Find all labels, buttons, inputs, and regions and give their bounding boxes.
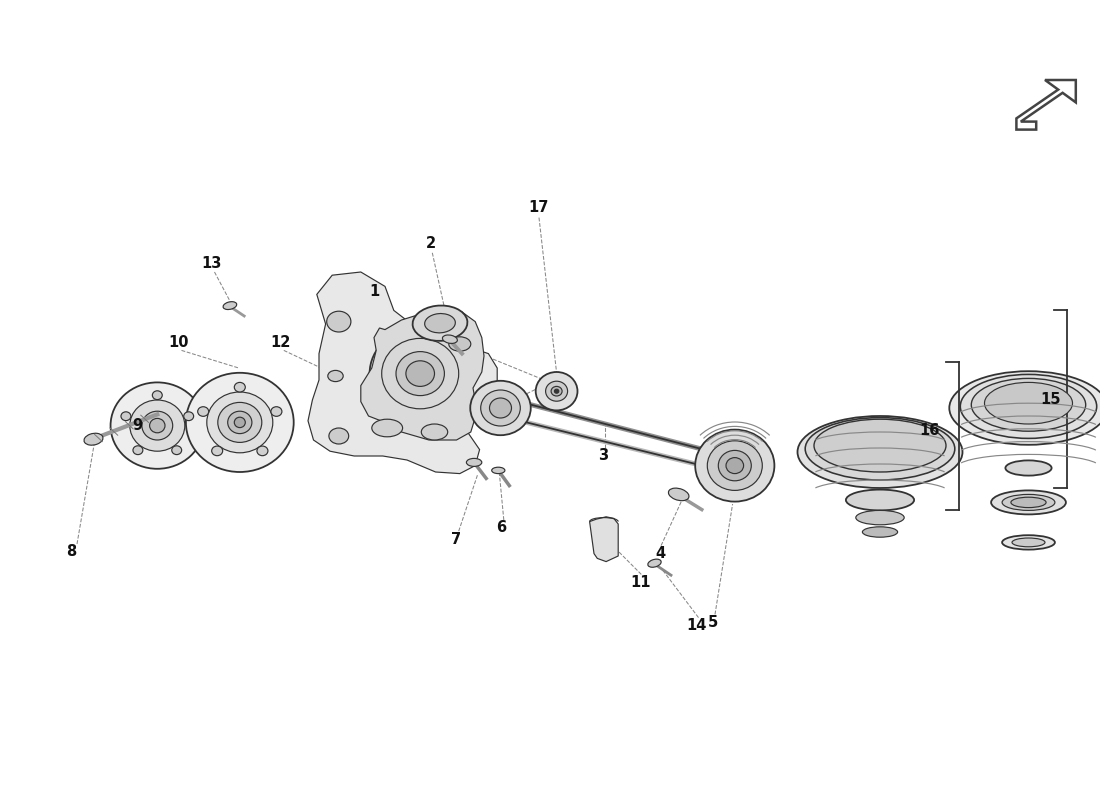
Ellipse shape bbox=[234, 382, 245, 392]
Ellipse shape bbox=[492, 467, 505, 474]
Ellipse shape bbox=[186, 373, 294, 472]
Polygon shape bbox=[1016, 80, 1076, 130]
Ellipse shape bbox=[669, 488, 689, 501]
Ellipse shape bbox=[960, 374, 1097, 438]
Ellipse shape bbox=[172, 446, 182, 454]
Ellipse shape bbox=[421, 424, 448, 440]
Ellipse shape bbox=[396, 351, 444, 395]
Ellipse shape bbox=[223, 302, 236, 310]
Ellipse shape bbox=[805, 418, 955, 480]
Polygon shape bbox=[308, 272, 497, 474]
Text: 6: 6 bbox=[496, 521, 507, 535]
Ellipse shape bbox=[481, 390, 520, 426]
Ellipse shape bbox=[1005, 460, 1052, 475]
Ellipse shape bbox=[1011, 497, 1046, 507]
Ellipse shape bbox=[370, 328, 471, 419]
Polygon shape bbox=[361, 308, 484, 440]
Ellipse shape bbox=[551, 386, 562, 396]
Ellipse shape bbox=[130, 400, 185, 451]
Ellipse shape bbox=[328, 370, 343, 382]
Ellipse shape bbox=[152, 391, 162, 399]
Text: 9: 9 bbox=[132, 418, 143, 433]
Ellipse shape bbox=[329, 428, 349, 444]
Ellipse shape bbox=[856, 510, 904, 525]
Ellipse shape bbox=[554, 389, 559, 393]
Ellipse shape bbox=[372, 419, 403, 437]
Ellipse shape bbox=[648, 559, 661, 567]
Ellipse shape bbox=[949, 371, 1100, 445]
Ellipse shape bbox=[449, 337, 471, 351]
Ellipse shape bbox=[707, 441, 762, 490]
Ellipse shape bbox=[814, 419, 946, 472]
Ellipse shape bbox=[198, 406, 209, 416]
Ellipse shape bbox=[327, 311, 351, 332]
Ellipse shape bbox=[442, 335, 458, 343]
Text: 10: 10 bbox=[168, 335, 188, 350]
Ellipse shape bbox=[211, 446, 222, 456]
Ellipse shape bbox=[466, 458, 482, 466]
Ellipse shape bbox=[1002, 494, 1055, 510]
Text: 17: 17 bbox=[529, 201, 549, 215]
Ellipse shape bbox=[862, 527, 898, 538]
Ellipse shape bbox=[490, 398, 512, 418]
Ellipse shape bbox=[536, 372, 578, 410]
Ellipse shape bbox=[412, 306, 468, 341]
Text: 2: 2 bbox=[426, 237, 437, 251]
Ellipse shape bbox=[1012, 538, 1045, 547]
Text: 3: 3 bbox=[597, 449, 608, 463]
Ellipse shape bbox=[84, 434, 103, 445]
Ellipse shape bbox=[218, 402, 262, 442]
Ellipse shape bbox=[382, 338, 459, 409]
Ellipse shape bbox=[234, 418, 245, 427]
Ellipse shape bbox=[121, 412, 131, 421]
Text: 5: 5 bbox=[707, 615, 718, 630]
Ellipse shape bbox=[425, 314, 455, 333]
Text: 8: 8 bbox=[66, 545, 77, 559]
Ellipse shape bbox=[971, 378, 1086, 431]
Polygon shape bbox=[590, 517, 618, 562]
Ellipse shape bbox=[546, 381, 568, 402]
Ellipse shape bbox=[471, 381, 530, 435]
Text: 1: 1 bbox=[368, 285, 379, 299]
Ellipse shape bbox=[228, 411, 252, 434]
Ellipse shape bbox=[991, 490, 1066, 514]
Ellipse shape bbox=[110, 382, 204, 469]
Text: 4: 4 bbox=[654, 546, 666, 561]
Ellipse shape bbox=[150, 418, 165, 433]
Ellipse shape bbox=[695, 430, 774, 502]
Ellipse shape bbox=[718, 450, 751, 481]
Ellipse shape bbox=[142, 411, 173, 440]
Ellipse shape bbox=[406, 361, 434, 386]
Text: 13: 13 bbox=[201, 257, 221, 271]
Ellipse shape bbox=[184, 412, 194, 421]
Text: 7: 7 bbox=[451, 533, 462, 547]
Ellipse shape bbox=[271, 406, 282, 416]
Ellipse shape bbox=[984, 382, 1072, 424]
Ellipse shape bbox=[207, 392, 273, 453]
Ellipse shape bbox=[726, 458, 744, 474]
Text: 15: 15 bbox=[1041, 393, 1060, 407]
Ellipse shape bbox=[798, 416, 962, 488]
Ellipse shape bbox=[257, 446, 268, 456]
Ellipse shape bbox=[846, 490, 914, 510]
Text: 16: 16 bbox=[920, 423, 939, 438]
Text: 11: 11 bbox=[630, 575, 650, 590]
Ellipse shape bbox=[1002, 535, 1055, 550]
Text: 14: 14 bbox=[686, 618, 706, 633]
Ellipse shape bbox=[133, 446, 143, 454]
Text: 12: 12 bbox=[271, 335, 290, 350]
